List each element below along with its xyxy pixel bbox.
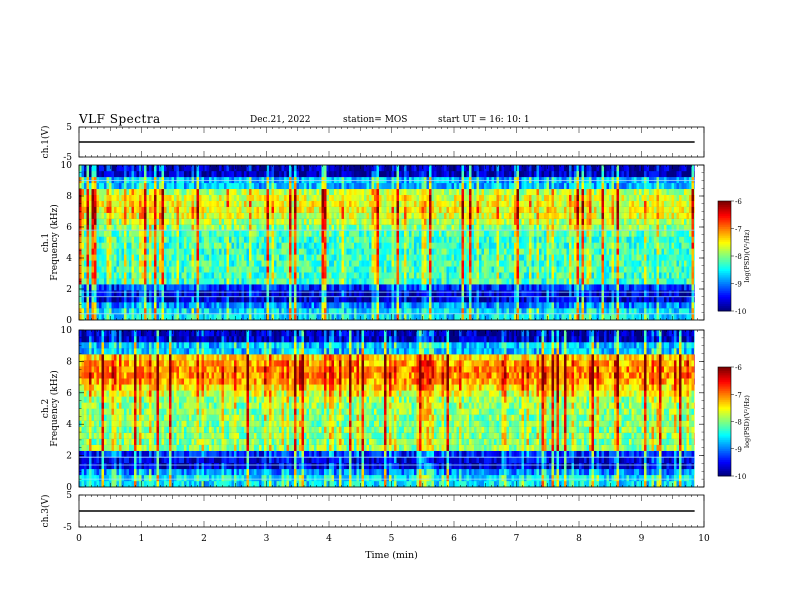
ylabel-frequency: Frequency (kHz) <box>49 370 60 447</box>
ytick-label-0: 0 <box>66 483 72 493</box>
colorbar-label: log(PSD)(V²/Hz) <box>743 395 751 448</box>
date-label: Dec.21, 2022 <box>250 115 311 125</box>
xlabel-time: Time (min) <box>365 550 418 561</box>
ytick-label-5: 5 <box>66 491 72 501</box>
ylabel-ch.3(V): ch.3(V) <box>40 495 51 528</box>
colorbar-tick--8: -8 <box>735 419 742 427</box>
xtick-label-6: 6 <box>451 534 457 544</box>
spectrogram-blank <box>694 165 704 320</box>
ylabel-ch.1(V): ch.1(V) <box>40 126 51 159</box>
ytick-label-10: 10 <box>61 161 73 171</box>
channel-label-ch.2: ch.2 <box>41 399 51 418</box>
ytick-label-2: 2 <box>66 452 72 462</box>
spectrogram-cells <box>79 330 697 488</box>
colorbar-tick--7: -7 <box>735 226 742 234</box>
colorbar-tick--6: -6 <box>735 364 742 372</box>
x-ticks <box>78 330 705 487</box>
ytick-label-8: 8 <box>66 192 72 202</box>
spectrogram-cells <box>79 165 697 321</box>
ytick-label--5: -5 <box>63 153 72 163</box>
ch1-voltage: 5 -5 <box>63 123 705 163</box>
xtick-label-0: 0 <box>76 534 82 544</box>
colorbar-tick--9: -9 <box>735 281 742 289</box>
xtick-label-5: 5 <box>389 534 395 544</box>
colorbar-tick--9: -9 <box>735 446 742 454</box>
ytick-label-8: 8 <box>66 357 72 367</box>
xtick-label-3: 3 <box>264 534 270 544</box>
ytick-label-2: 2 <box>66 285 72 295</box>
xtick-label-7: 7 <box>514 534 520 544</box>
ytick-label-6: 6 <box>66 223 72 233</box>
x-ticks <box>78 127 705 157</box>
ytick-label-4: 4 <box>66 420 72 430</box>
xtick-label-8: 8 <box>576 534 582 544</box>
ch2-spectrogram: 0 2 4 6 8 10 <box>61 326 705 493</box>
x-ticks: 0 1 2 3 4 5 6 7 8 9 10 <box>76 495 710 544</box>
colorbar-tick--10: -10 <box>735 308 746 316</box>
ytick-label-10: 10 <box>61 326 73 336</box>
ytick-label-6: 6 <box>66 389 72 399</box>
start-time-label: start UT = 16: 10: 1 <box>438 115 530 125</box>
ytick-label--5: -5 <box>63 523 72 533</box>
spectrogram-blank <box>694 330 704 487</box>
station-label: station= MOS <box>343 115 408 125</box>
ytick-label-5: 5 <box>66 123 72 133</box>
xtick-label-4: 4 <box>326 534 332 544</box>
ch1-spectrogram: 0 2 4 6 8 10 <box>61 161 705 326</box>
colorbar-ch.2: -6 -7 -8 -9 -10 log(PSD)(V²/Hz) <box>717 364 751 481</box>
colorbar-label: log(PSD)(V²/Hz) <box>743 229 751 282</box>
xtick-label-1: 1 <box>139 534 145 544</box>
ytick-label-0: 0 <box>66 316 72 326</box>
colorbar-tick--7: -7 <box>735 391 742 399</box>
x-ticks <box>78 165 705 320</box>
xtick-label-2: 2 <box>201 534 207 544</box>
channel-label-ch.1: ch.1 <box>41 233 51 252</box>
colorbar-tick--8: -8 <box>735 253 742 261</box>
colorbar-tick--6: -6 <box>735 198 742 206</box>
ch3-voltage: 5 -5 <box>63 491 705 533</box>
colorbar-tick--10: -10 <box>735 473 746 481</box>
ylabel-frequency: Frequency (kHz) <box>49 204 60 281</box>
xtick-label-10: 10 <box>698 534 710 544</box>
chart-title: VLF Spectra <box>79 112 161 126</box>
xtick-label-9: 9 <box>639 534 645 544</box>
ytick-label-4: 4 <box>66 254 72 264</box>
colorbar-ch.1: -6 -7 -8 -9 -10 log(PSD)(V²/Hz) <box>717 198 751 316</box>
